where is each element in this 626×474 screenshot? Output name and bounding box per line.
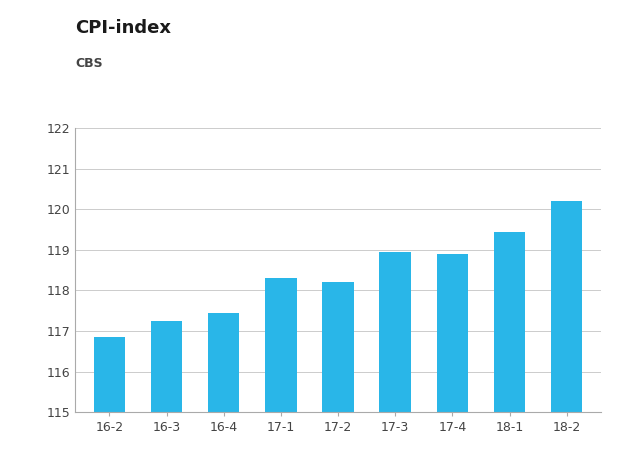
- Bar: [494, 232, 525, 474]
- Bar: [94, 337, 125, 474]
- Bar: [265, 278, 297, 474]
- Bar: [437, 254, 468, 474]
- Bar: [151, 321, 182, 474]
- Bar: [551, 201, 582, 474]
- Bar: [379, 252, 411, 474]
- Bar: [322, 283, 354, 474]
- Text: CPI-index: CPI-index: [75, 19, 171, 37]
- Text: CBS: CBS: [75, 57, 103, 70]
- Bar: [208, 313, 239, 474]
